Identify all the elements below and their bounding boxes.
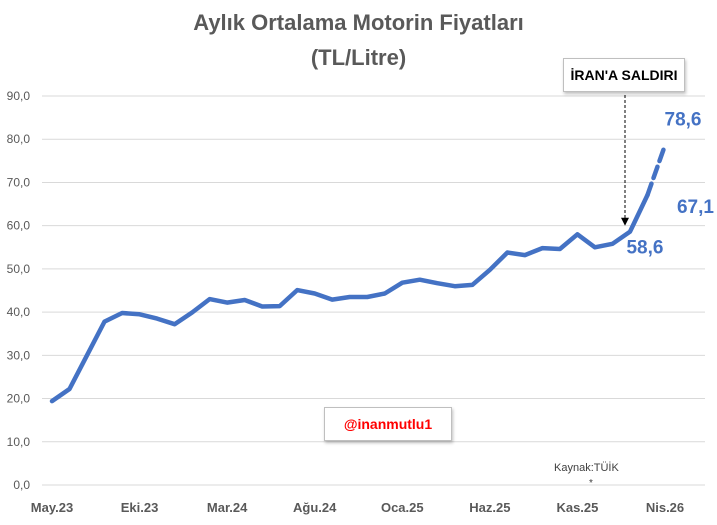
y-tick-label: 50,0 (7, 262, 31, 276)
y-tick-label: 80,0 (7, 132, 31, 146)
series-line-forecast (645, 143, 668, 198)
data-labels: 58,6 67,1 78,6 (626, 109, 714, 258)
x-tick-label: Mar.24 (207, 500, 248, 515)
data-label: 58,6 (626, 238, 663, 259)
author-handle-box: @inanmutlu1 (324, 407, 452, 441)
x-tick-label: Kas.25 (556, 500, 598, 515)
y-tick-label: 20,0 (7, 392, 31, 406)
y-tick-label: 70,0 (7, 175, 31, 189)
y-axis-ticks: 0,0 10,0 20,0 30,0 40,0 50,0 60,0 70,0 80,0 90,0 (7, 89, 31, 492)
chart-subtitle: (TL/Litre) (310, 45, 407, 70)
x-axis-ticks: May.23 Eki.23 Mar.24 Ağu.24 Oca.25 Haz.25 Kas.… (31, 500, 684, 515)
x-tick-label: Eki.23 (121, 500, 159, 515)
x-tick-label: Ağu.24 (293, 500, 337, 515)
y-tick-label: 10,0 (7, 435, 31, 449)
data-label: 67,1 (677, 197, 714, 218)
chart-title: Aylık Ortalama Motorin Fiyatları (193, 10, 524, 35)
x-tick-label: May.23 (31, 500, 73, 515)
x-tick-label: Oca.25 (381, 500, 424, 515)
gridlines (42, 95, 705, 486)
y-tick-label: 40,0 (7, 305, 31, 319)
data-label: 78,6 (665, 109, 702, 130)
y-tick-label: 60,0 (7, 219, 31, 233)
y-tick-label: 30,0 (7, 348, 31, 362)
y-tick-label: 90,0 (7, 89, 31, 103)
footnote-mark: * (589, 478, 593, 489)
x-tick-label: Haz.25 (469, 500, 510, 515)
series-line (49, 143, 668, 404)
event-arrow-head (621, 217, 629, 226)
event-arrow (621, 95, 629, 226)
event-annotation-box: İRAN'A SALDIRI (563, 58, 685, 92)
y-tick-label: 0,0 (13, 478, 30, 492)
x-tick-label: Nis.26 (646, 500, 684, 515)
source-note: Kaynak:TÜİK (554, 462, 619, 474)
